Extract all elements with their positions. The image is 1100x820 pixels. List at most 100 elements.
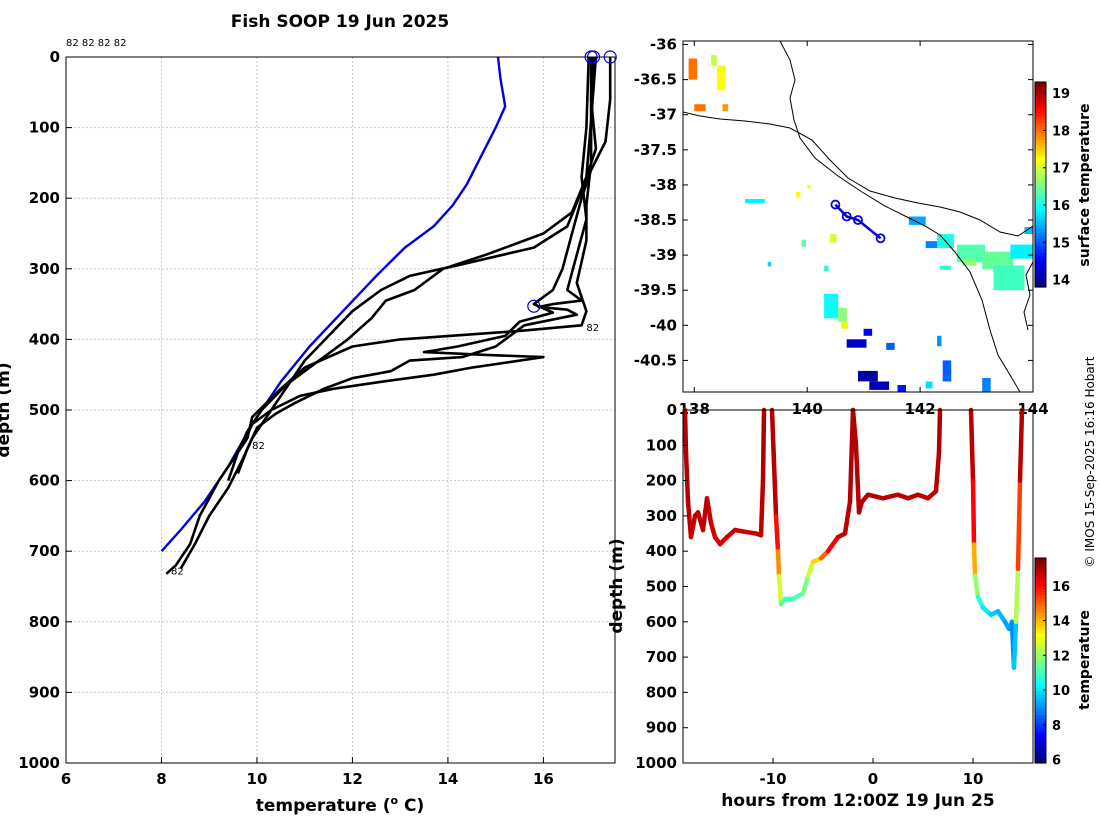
station-marker	[830, 199, 841, 210]
sst-patch	[807, 184, 811, 189]
temperature-colorbar-band	[1035, 667, 1046, 672]
sst-patch	[869, 381, 890, 390]
map-colorbar-band	[1035, 205, 1046, 210]
map-colorbar-tick-label: 16	[1052, 199, 1070, 214]
map-sst-patches	[688, 55, 1033, 392]
depth-time-segment-cast-2	[776, 573, 784, 607]
sst-patch	[824, 293, 839, 319]
depth-time-segment-cast-3	[1017, 407, 1025, 483]
depth-time-y-tick-label: 100	[646, 436, 677, 454]
map-colorbar-band	[1035, 283, 1046, 288]
depth-time-segment-cast-1	[682, 407, 689, 455]
sst-patch	[1024, 227, 1033, 234]
profile-line-profile-1	[165, 57, 593, 575]
sst-patch	[838, 307, 847, 322]
sst-patch	[745, 199, 765, 204]
depth-time-y-tick-label: 0	[667, 401, 677, 419]
depth-time-segment-cast-2	[805, 559, 816, 579]
temperature-colorbar-band	[1035, 646, 1046, 651]
sst-patch	[886, 342, 895, 350]
depth-time-segment-cast-1	[688, 513, 698, 540]
map-colorbar-band	[1035, 174, 1046, 179]
temperature-colorbar-tick-label: 8	[1052, 719, 1061, 734]
temperature-colorbar-band	[1035, 612, 1046, 617]
map-y-tick-label: -39	[650, 246, 677, 264]
map-colorbar-band	[1035, 143, 1046, 148]
temperature-colorbar-band	[1035, 605, 1046, 610]
sst-patch	[982, 378, 991, 392]
map-colorbar: 14 15 16 17 18 19	[1034, 81, 1070, 289]
profile-y-tick-label: 1000	[18, 754, 60, 772]
map-colorbar-tick-label: 14	[1052, 274, 1070, 289]
map-colorbar-label: surface temperature	[1077, 103, 1093, 266]
depth-time-y-tick-label: 300	[646, 507, 677, 525]
sst-patch	[711, 55, 717, 66]
depth-time-segment-cast-3	[972, 573, 981, 600]
depth-time-segment-cast-2	[769, 407, 777, 466]
temperature-colorbar-band	[1035, 581, 1046, 586]
map-colorbar-band	[1035, 146, 1046, 151]
depth-time-x-tick-label: 0	[868, 770, 878, 788]
temperature-colorbar-band	[1035, 640, 1046, 645]
profile-start-marker	[527, 299, 541, 313]
profile-line-profile-5	[236, 56, 590, 474]
temperature-colorbar-band	[1035, 653, 1046, 658]
map-colorbar-band	[1035, 112, 1046, 117]
depth-time-segment-cast-2	[936, 407, 943, 455]
depth-time-segment-cast-2	[800, 573, 811, 596]
sst-patch	[863, 328, 873, 336]
map-colorbar-band	[1035, 82, 1046, 87]
profile-y-tick-label: 700	[29, 542, 60, 560]
depth-time-segment-cast-3	[968, 407, 976, 483]
depth-time-ticks: 0 100 200 300 400 500 600 700 800 900 1000 -10 0 10	[635, 401, 983, 788]
map-colorbar-band	[1035, 208, 1046, 213]
station-marker	[875, 233, 886, 244]
temperature-colorbar: 6 8 10 12 14 16	[1034, 557, 1070, 769]
temperature-colorbar-band	[1035, 742, 1046, 747]
profile-y-axis-label: depth (m)	[0, 362, 14, 457]
map-x-tick-label: 140	[792, 400, 823, 418]
temperature-colorbar-band	[1035, 681, 1046, 686]
map-colorbar-band	[1035, 95, 1046, 100]
map-colorbar-band	[1035, 167, 1046, 172]
profile-x-tick-label: 6	[61, 770, 71, 788]
map-colorbar-band	[1035, 99, 1046, 104]
map-colorbar-band	[1035, 201, 1046, 206]
map-colorbar-band	[1035, 153, 1046, 158]
temperature-colorbar-band	[1035, 749, 1046, 754]
profile-y-tick-label: 200	[29, 189, 60, 207]
temperature-colorbar-band	[1035, 568, 1046, 573]
map-y-tick-label: -36	[650, 36, 677, 54]
map-colorbar-band	[1035, 123, 1046, 128]
sst-patch	[956, 244, 985, 263]
temperature-colorbar-band	[1035, 599, 1046, 604]
station-marker	[841, 211, 852, 222]
depth-time-segment-cast-2	[933, 450, 942, 494]
sst-patch	[722, 104, 729, 112]
profile-x-axis-label: temperature (o C)	[256, 794, 425, 816]
profile-x-tick-label: 14	[437, 770, 458, 788]
profile-y-tick-label: 800	[29, 613, 60, 631]
depth-time-y-tick-label: 200	[646, 472, 677, 490]
profile-line-profile-4	[241, 57, 612, 446]
map-colorbar-band	[1035, 211, 1046, 216]
profile-plot-frame	[65, 56, 616, 764]
depth-time-segment-cast-3	[970, 478, 977, 547]
map-colorbar-band	[1035, 266, 1046, 271]
depth-time-segment-cast-2	[850, 407, 859, 448]
map-colorbar-band	[1035, 242, 1046, 247]
map-colorbar-tick-label: 17	[1052, 162, 1070, 177]
profile-y-tick-label: 300	[29, 260, 60, 278]
temperature-colorbar-band	[1035, 728, 1046, 733]
temperature-colorbar-band	[1035, 588, 1046, 593]
temperature-colorbar-band	[1035, 677, 1046, 682]
station-track	[834, 203, 882, 240]
map-frame	[682, 40, 1034, 393]
temperature-colorbar-band	[1035, 735, 1046, 740]
map-colorbar-band	[1035, 256, 1046, 261]
map-colorbar-band	[1035, 215, 1046, 220]
map-colorbar-band	[1035, 170, 1046, 175]
sst-patch	[937, 335, 942, 347]
map-colorbar-band	[1035, 239, 1046, 244]
map-y-tick-label: -39.5	[634, 281, 677, 299]
